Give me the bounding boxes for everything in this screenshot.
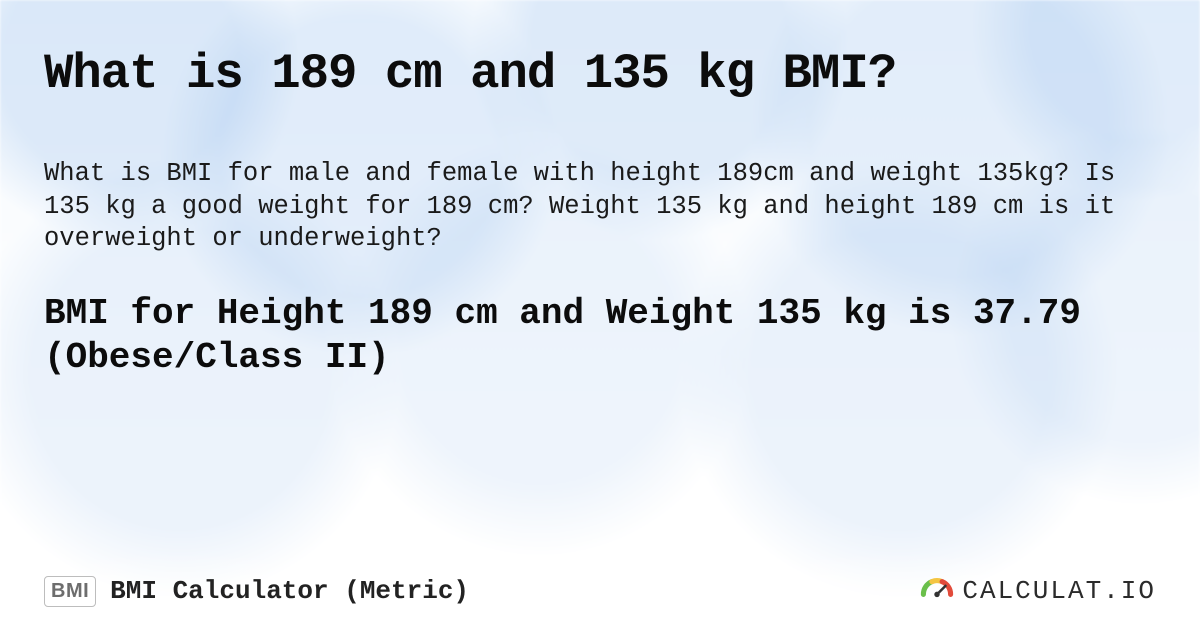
bmi-badge-icon: BMI — [44, 576, 96, 607]
bmi-result-heading: BMI for Height 189 cm and Weight 135 kg … — [44, 292, 1094, 380]
footer-calculator-label: BMI Calculator (Metric) — [110, 576, 469, 606]
brand-block: CALCULAT.IO — [920, 574, 1156, 608]
page-title: What is 189 cm and 135 kg BMI? — [44, 48, 1156, 102]
description-paragraph: What is BMI for male and female with hei… — [44, 158, 1154, 256]
gauge-icon — [920, 574, 954, 608]
footer-bar: BMI BMI Calculator (Metric) CALCULAT.IO — [0, 552, 1200, 630]
brand-wordmark: CALCULAT.IO — [962, 576, 1156, 606]
footer-left-group: BMI BMI Calculator (Metric) — [44, 576, 469, 607]
content-area: What is 189 cm and 135 kg BMI? What is B… — [0, 0, 1200, 630]
